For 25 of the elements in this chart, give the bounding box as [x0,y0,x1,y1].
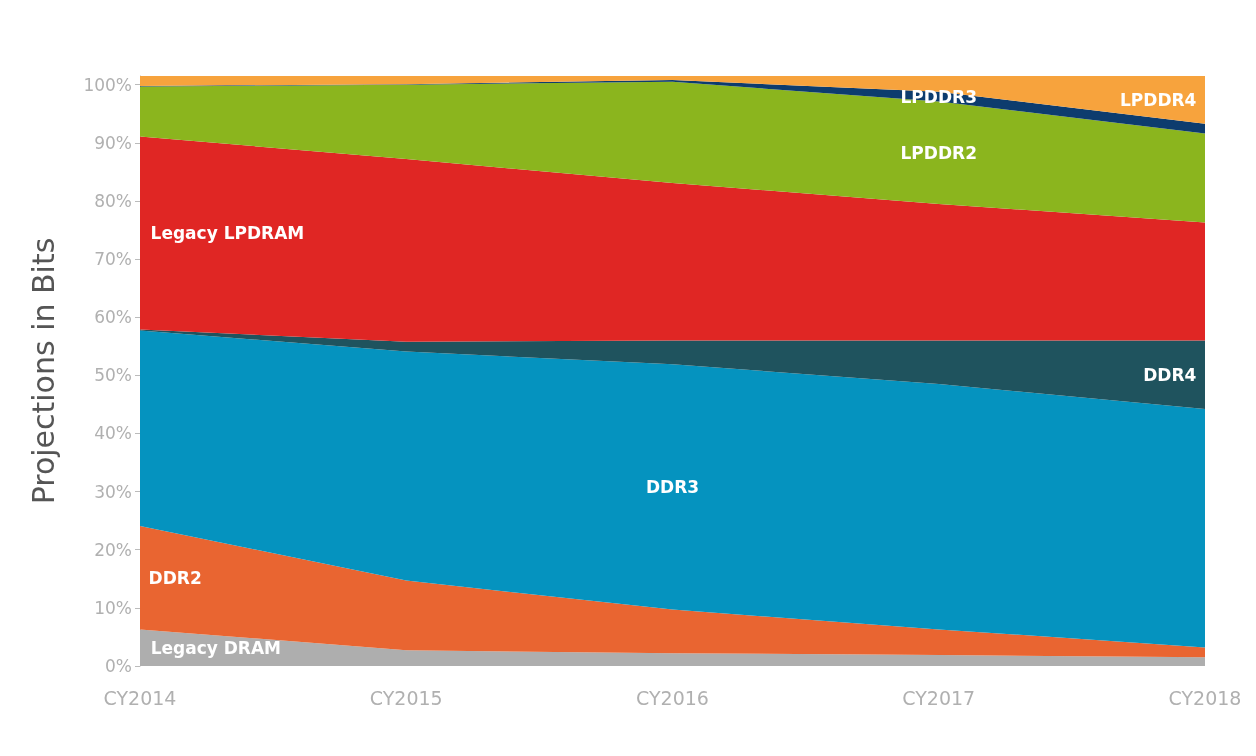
y-tick-label: 100% [83,74,132,95]
y-tick-label: 80% [94,190,132,211]
series-label: DDR2 [148,567,202,588]
series-label: LPDDR4 [1119,89,1197,110]
y-tick-label: 90% [94,132,132,153]
y-tick-label: 70% [94,249,132,270]
x-tick-label: CY2014 [103,686,177,709]
series-label: LPDDR3 [900,86,977,107]
x-tick-label: CY2017 [902,686,976,709]
series-label: LPDDR2 [900,142,977,163]
y-tick-label: 40% [94,423,132,444]
x-tick-label: CY2016 [636,686,709,709]
y-tick-label: 30% [94,481,132,502]
series-label: DDR3 [645,476,700,497]
y-tick-label: 0% [105,656,132,676]
y-axis-title: Projections in Bits [25,237,61,505]
y-tick-label: 10% [94,597,132,618]
y-tick-label: 50% [94,365,132,386]
x-tick-label: CY2015 [369,686,443,709]
y-tick-label: 20% [94,539,132,560]
series-label: DDR4 [1143,364,1197,385]
y-tick-label: 60% [94,307,132,328]
x-tick-label: CY2018 [1168,686,1242,709]
series-label: Legacy DRAM [150,637,281,658]
series-label: Legacy LPDRAM [150,222,305,243]
